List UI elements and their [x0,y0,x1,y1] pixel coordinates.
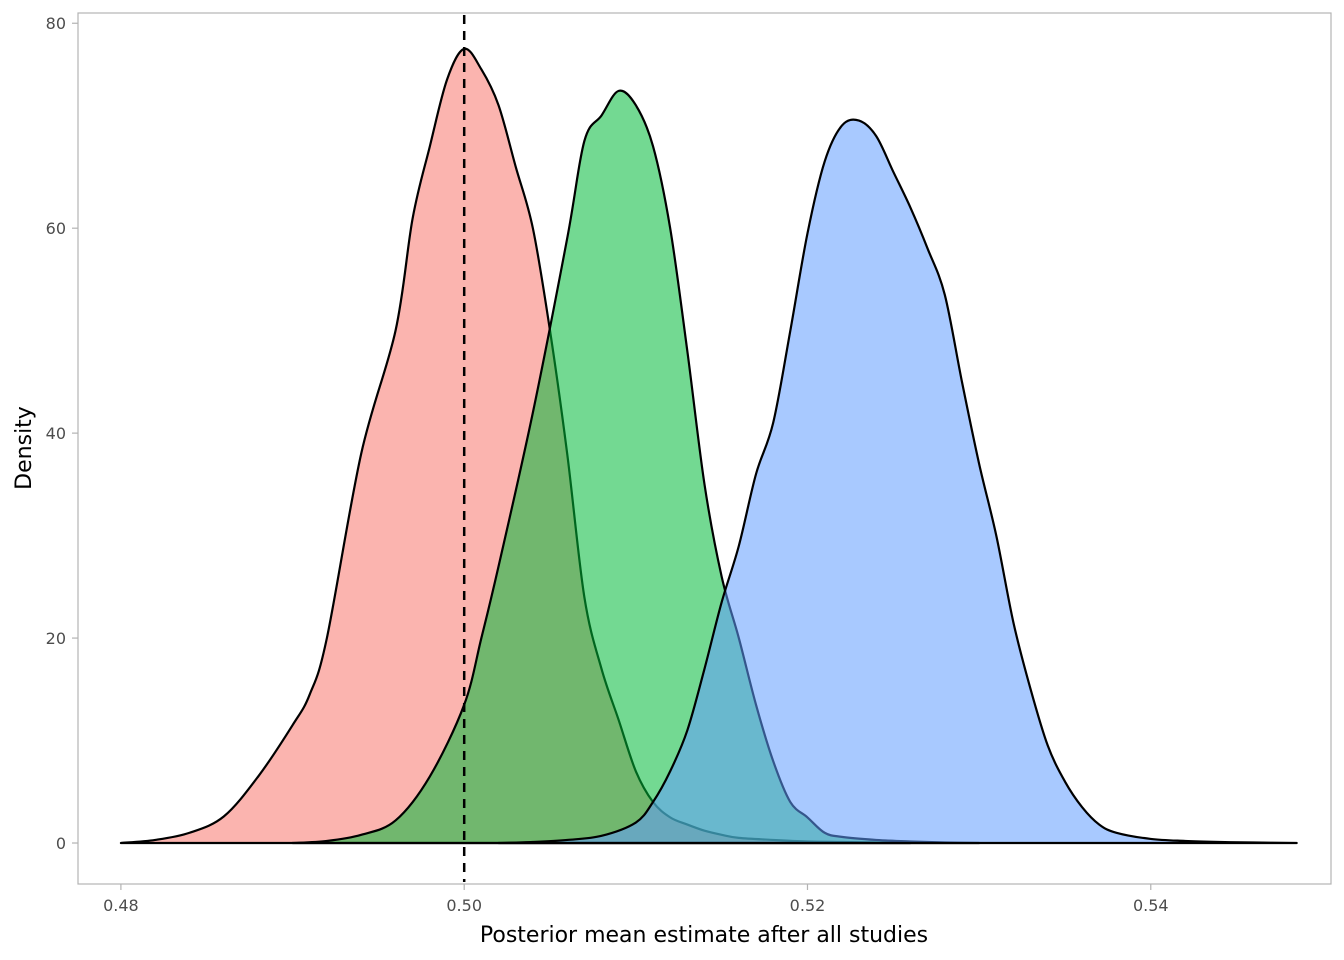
density-areas [119,47,1298,845]
y-axis: 0 20 40 60 80 [46,14,78,853]
y-axis-title: Density [12,406,37,490]
y-tick-label: 20 [46,629,66,648]
y-tick-label: 60 [46,219,66,238]
x-tick-label: 0.50 [446,896,482,915]
density-area-3 [497,118,1298,845]
x-tick-label: 0.54 [1133,896,1169,915]
x-tick-label: 0.48 [103,896,139,915]
x-axis: 0.48 0.50 0.52 0.54 [103,884,1169,915]
x-axis-title: Posterior mean estimate after all studie… [480,923,928,948]
x-tick-label: 0.52 [790,896,826,915]
y-tick-label: 0 [56,834,66,853]
y-tick-label: 40 [46,424,66,443]
y-tick-label: 80 [46,14,66,33]
